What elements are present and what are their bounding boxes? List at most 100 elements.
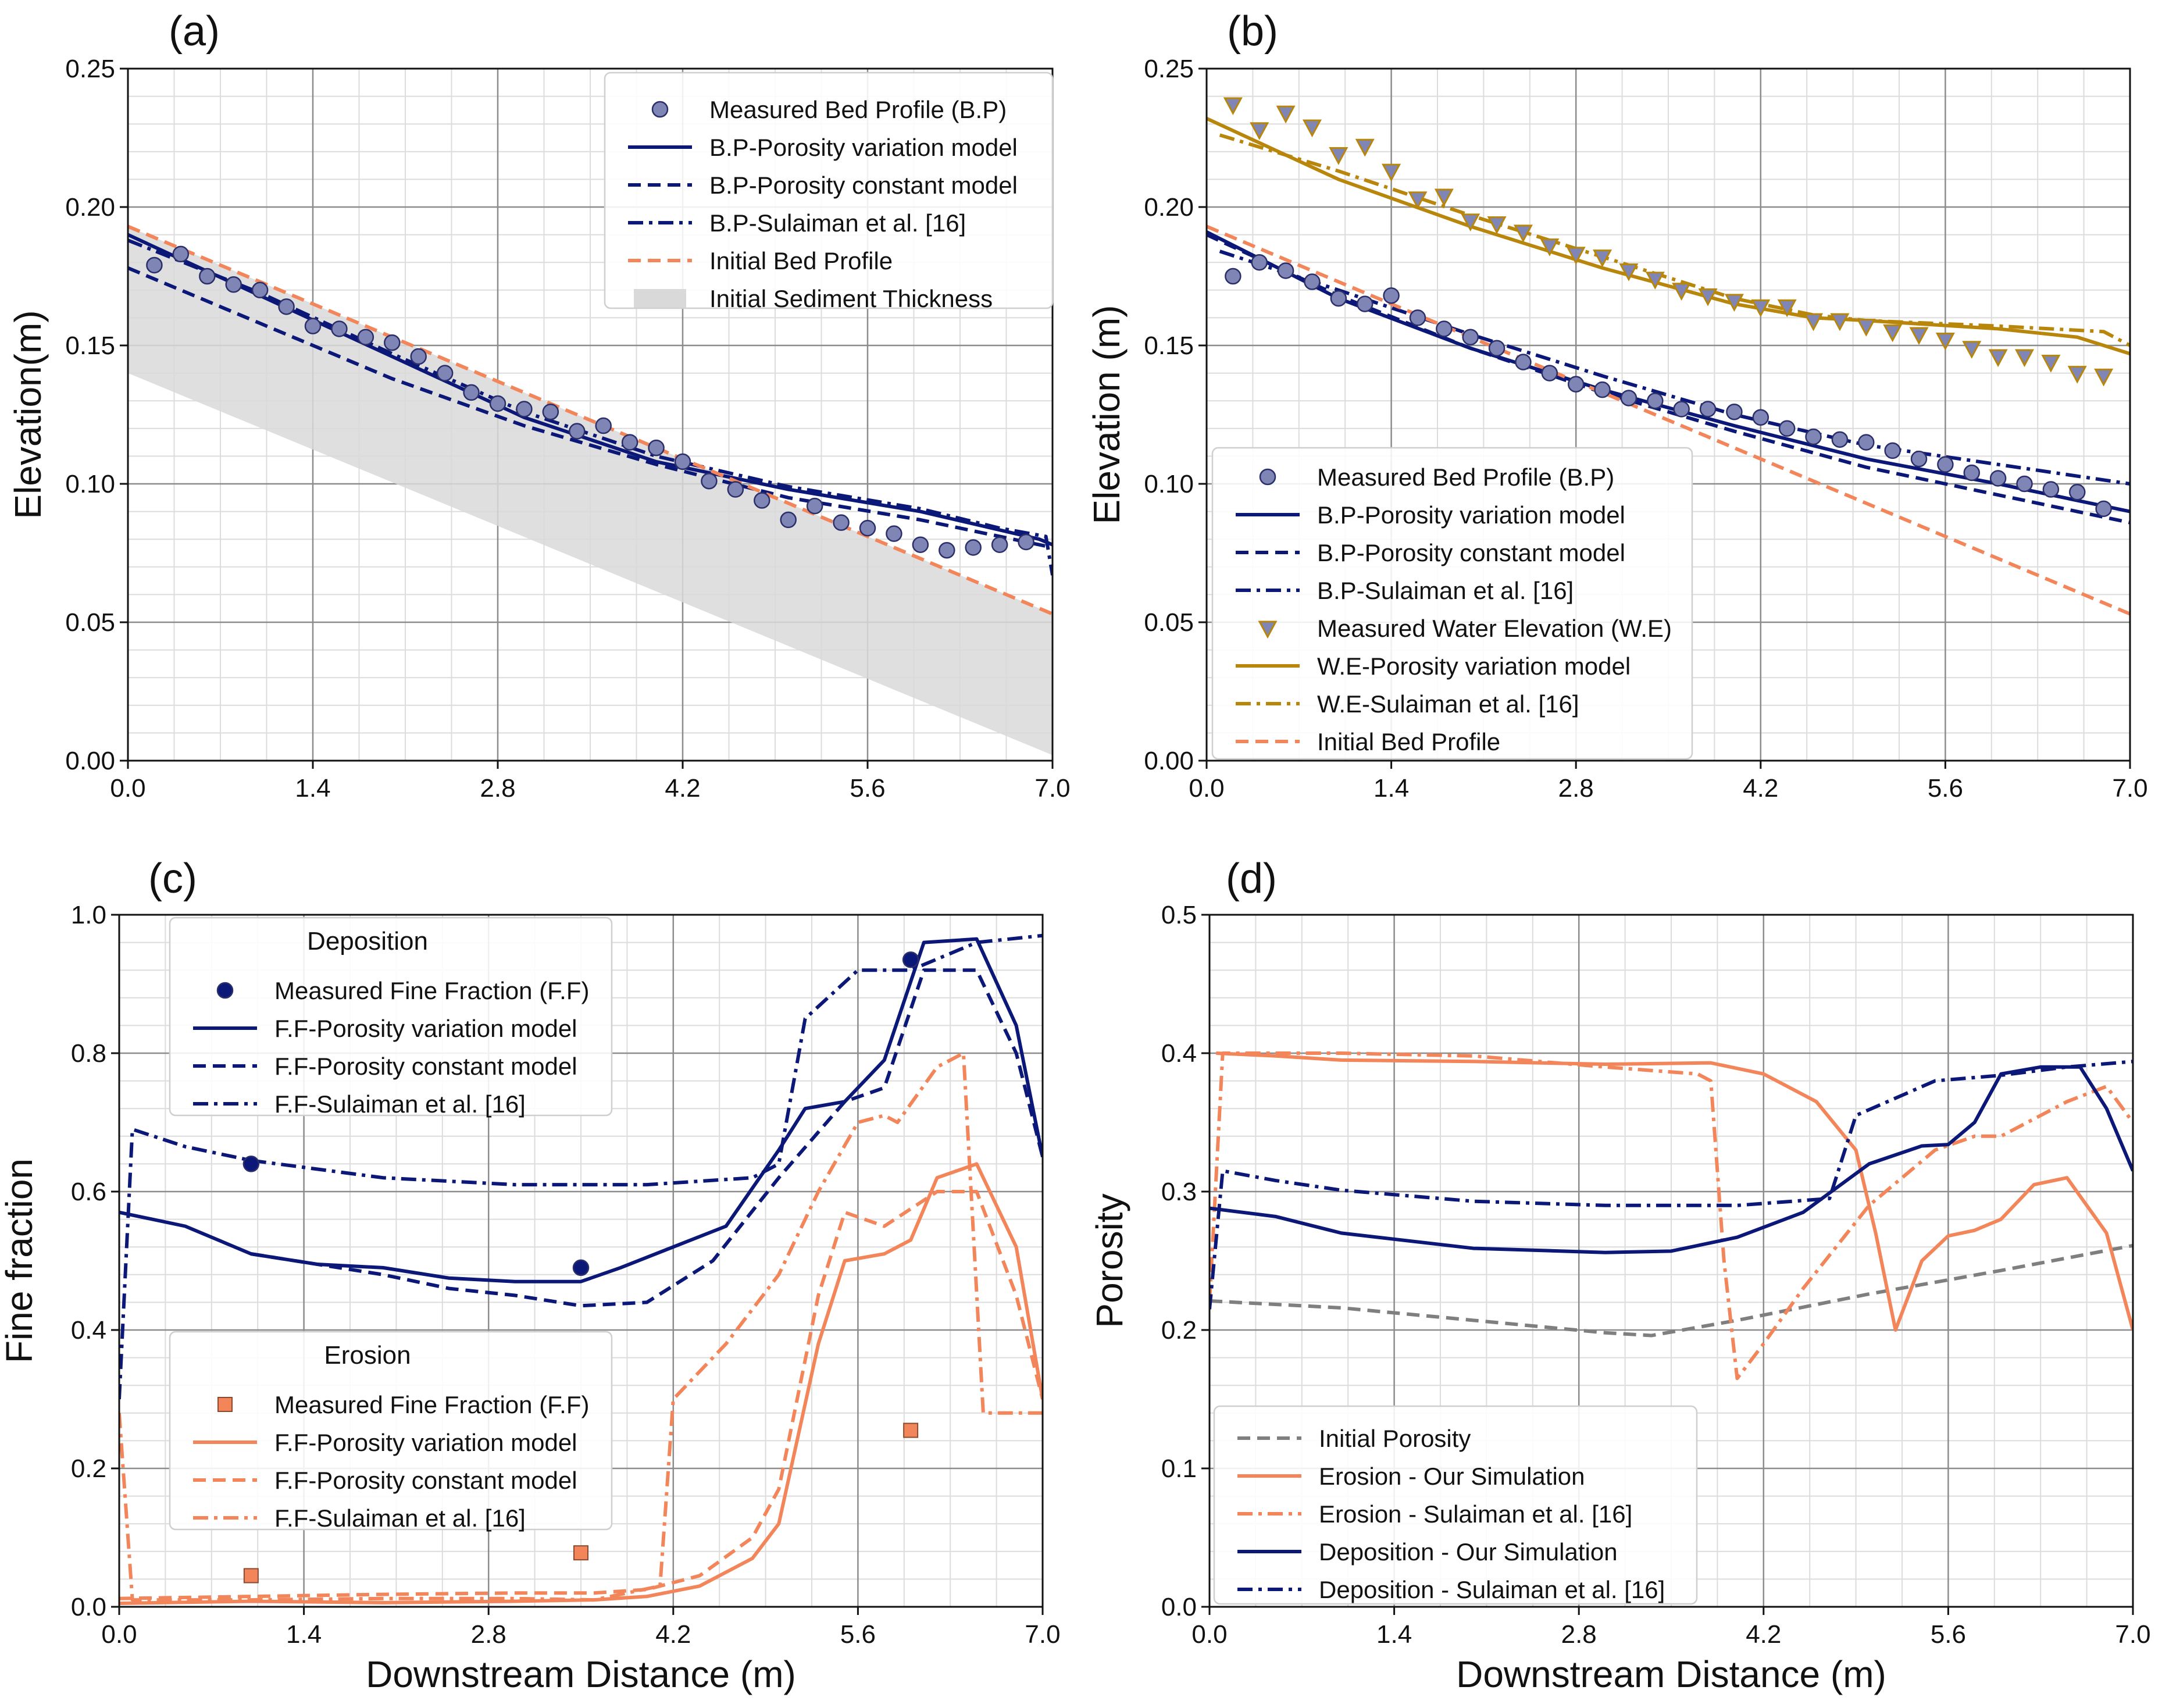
- x-tick-label: 1.4: [1376, 1620, 1412, 1649]
- point-measured-bed-profile-b-p: [331, 320, 348, 337]
- point-measured-fine-fraction-f-f: [903, 1422, 919, 1438]
- point-measured-bed-profile-b-p: [648, 439, 665, 457]
- legend-entry-label: Deposition - Our Simulation: [1319, 1538, 1618, 1566]
- panel-label: (c): [148, 855, 197, 902]
- point-measured-water-elevation-w-e: [2041, 355, 2061, 373]
- point-measured-bed-profile-b-p: [1488, 340, 1505, 357]
- point-measured-water-elevation-w-e: [1329, 147, 1348, 165]
- point-measured-bed-profile-b-p: [1937, 456, 1954, 473]
- point-measured-water-elevation-w-e: [2067, 366, 2087, 384]
- point-measured-bed-profile-b-p: [463, 384, 480, 401]
- point-measured-water-elevation-w-e: [1593, 249, 1612, 268]
- point-measured-bed-profile-b-p: [939, 541, 955, 559]
- point-measured-bed-profile-b-p: [1594, 381, 1611, 398]
- x-tick-label: 0.0: [101, 1620, 137, 1649]
- panel-label: (d): [1226, 855, 1277, 902]
- point-measured-bed-profile-b-p: [780, 511, 797, 529]
- point-measured-bed-profile-b-p: [1436, 320, 1453, 337]
- point-measured-bed-profile-b-p: [1778, 420, 1796, 437]
- point-measured-water-elevation-w-e: [1830, 313, 1850, 331]
- y-tick-label: 0.8: [71, 1039, 106, 1068]
- point-measured-bed-profile-b-p: [1356, 295, 1373, 312]
- y-tick-label: 0.10: [1144, 470, 1194, 498]
- point-measured-water-elevation-w-e: [1751, 299, 1771, 318]
- y-tick-label: 0.10: [65, 470, 115, 498]
- x-tick-label: 5.6: [1928, 774, 1963, 803]
- point-measured-water-elevation-w-e: [1566, 247, 1586, 265]
- point-measured-water-elevation-w-e: [1935, 332, 1955, 351]
- legend-entry-label: Erosion - Our Simulation: [1319, 1463, 1585, 1490]
- legend-handle: [634, 289, 686, 308]
- axes-frame: [127, 67, 1054, 762]
- point-measured-bed-profile-b-p: [357, 329, 374, 345]
- legend-frame: [169, 1331, 613, 1531]
- point-measured-bed-profile-b-p: [146, 256, 163, 274]
- y-tick-label: 0.25: [65, 55, 115, 83]
- legend: Measured Bed Profile (B.P) B.P-Porosity v…: [604, 72, 1054, 312]
- point-measured-water-elevation-w-e: [1856, 319, 1876, 337]
- line-erosion-sulaiman-et-al-16: [1210, 1051, 2133, 1381]
- point-measured-water-elevation-w-e: [1988, 349, 2008, 368]
- point-measured-bed-profile-b-p: [2042, 481, 2060, 498]
- point-measured-water-elevation-w-e: [2015, 349, 2035, 368]
- x-tick-label: 0.0: [1189, 774, 1224, 803]
- legend-entry-label: Measured Fine Fraction (F.F): [274, 1391, 590, 1418]
- point-measured-water-elevation-w-e: [1382, 163, 1401, 182]
- point-measured-bed-profile-b-p: [1910, 450, 1928, 468]
- x-tick-label: 4.2: [1743, 774, 1778, 803]
- point-measured-bed-profile-b-p: [1251, 254, 1268, 271]
- point-measured-bed-profile-b-p: [1515, 354, 1532, 370]
- axes-frame: [1205, 67, 2131, 762]
- x-tick-label: 2.8: [1558, 774, 1594, 803]
- x-tick-label: 2.8: [1561, 1620, 1597, 1649]
- point-measured-bed-profile-b-p: [727, 481, 744, 498]
- point-measured-bed-profile-b-p: [1989, 470, 2007, 487]
- line-f-f-porosity-constant-model: [251, 968, 1043, 1308]
- point-measured-bed-profile-b-p: [1277, 262, 1294, 279]
- point-measured-water-elevation-w-e: [1777, 299, 1797, 318]
- point-measured-water-elevation-w-e: [1461, 213, 1480, 231]
- x-tick-label: 4.2: [1746, 1620, 1781, 1649]
- point-measured-bed-profile-b-p: [251, 281, 269, 299]
- x-axis-label: Downstream Distance (m): [1456, 1653, 1886, 1695]
- legend-handle: [651, 101, 669, 118]
- point-measured-bed-profile-b-p: [172, 245, 190, 263]
- point-measured-bed-profile-b-p: [542, 403, 559, 420]
- legend-handle: [217, 1397, 233, 1412]
- point-measured-water-elevation-w-e: [1540, 238, 1560, 256]
- axes-frame: [1208, 914, 2134, 1608]
- point-measured-bed-profile-b-p: [1831, 431, 1849, 448]
- line-b-p-sulaiman-et-al-16: [1219, 249, 2130, 486]
- line-initial-bed-profile: [1207, 224, 2130, 616]
- x-tick-label: 2.8: [480, 774, 515, 803]
- legend-entry-label: Initial Porosity: [1319, 1425, 1471, 1452]
- point-measured-bed-profile-b-p: [1541, 365, 1558, 381]
- point-measured-water-elevation-w-e: [1962, 341, 1982, 359]
- legend-entry-label: Initial Bed Profile: [1317, 728, 1500, 755]
- band-initial-sediment-thickness: [128, 226, 1053, 755]
- legend-entry-label: F.F-Sulaiman et al. [16]: [274, 1504, 526, 1532]
- legend-entry-label: Initial Bed Profile: [709, 247, 893, 274]
- point-measured-bed-profile-b-p: [1726, 403, 1743, 420]
- legend-entry-label: F.F-Porosity constant model: [274, 1053, 577, 1080]
- x-tick-label: 5.6: [850, 774, 885, 803]
- legend-entry-label: F.F-Porosity variation model: [274, 1015, 577, 1042]
- legend-entry-label: B.P-Porosity variation model: [1317, 501, 1625, 529]
- y-tick-label: 0.2: [1161, 1316, 1197, 1345]
- point-measured-water-elevation-w-e: [1513, 224, 1533, 243]
- y-tick-label: 0.05: [1144, 608, 1194, 637]
- point-measured-bed-profile-b-p: [2069, 484, 2086, 501]
- x-tick-label: 5.6: [1931, 1620, 1966, 1649]
- x-axis-label: Downstream Distance (m): [366, 1653, 796, 1695]
- point-measured-water-elevation-w-e: [1698, 288, 1718, 306]
- x-tick-label: 1.4: [1373, 774, 1409, 803]
- panel-d: 0.0 1.4 2.8 4.2 5.6 7.0 0.0 0.1 0.2 0.3 0.4 0.5 (d) P…: [1089, 855, 2151, 1695]
- y-tick-label: 0.25: [1144, 55, 1194, 83]
- point-measured-bed-profile-b-p: [1884, 442, 1901, 459]
- x-tick-label: 4.2: [655, 1620, 691, 1649]
- point-measured-fine-fraction-f-f: [242, 1156, 260, 1172]
- point-measured-water-elevation-w-e: [1250, 122, 1269, 140]
- legend-entry-label: B.P-Porosity constant model: [709, 172, 1018, 199]
- point-measured-bed-profile-b-p: [489, 395, 506, 412]
